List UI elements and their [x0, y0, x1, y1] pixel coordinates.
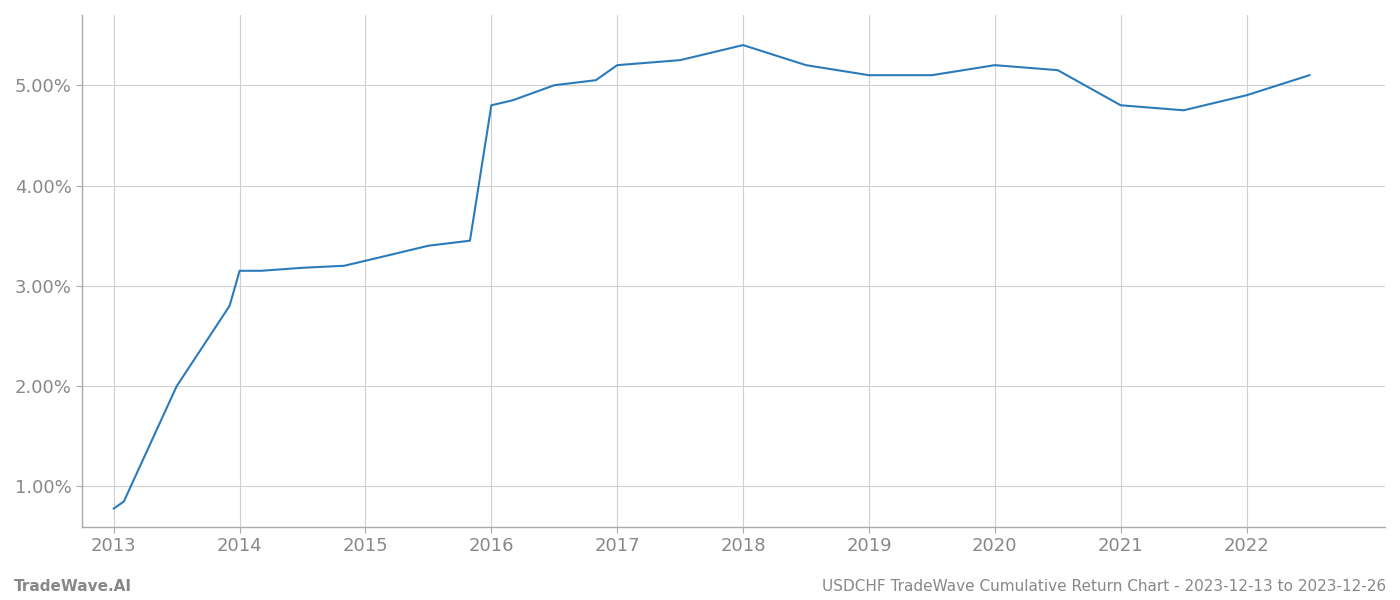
Text: TradeWave.AI: TradeWave.AI [14, 579, 132, 594]
Text: USDCHF TradeWave Cumulative Return Chart - 2023-12-13 to 2023-12-26: USDCHF TradeWave Cumulative Return Chart… [822, 579, 1386, 594]
